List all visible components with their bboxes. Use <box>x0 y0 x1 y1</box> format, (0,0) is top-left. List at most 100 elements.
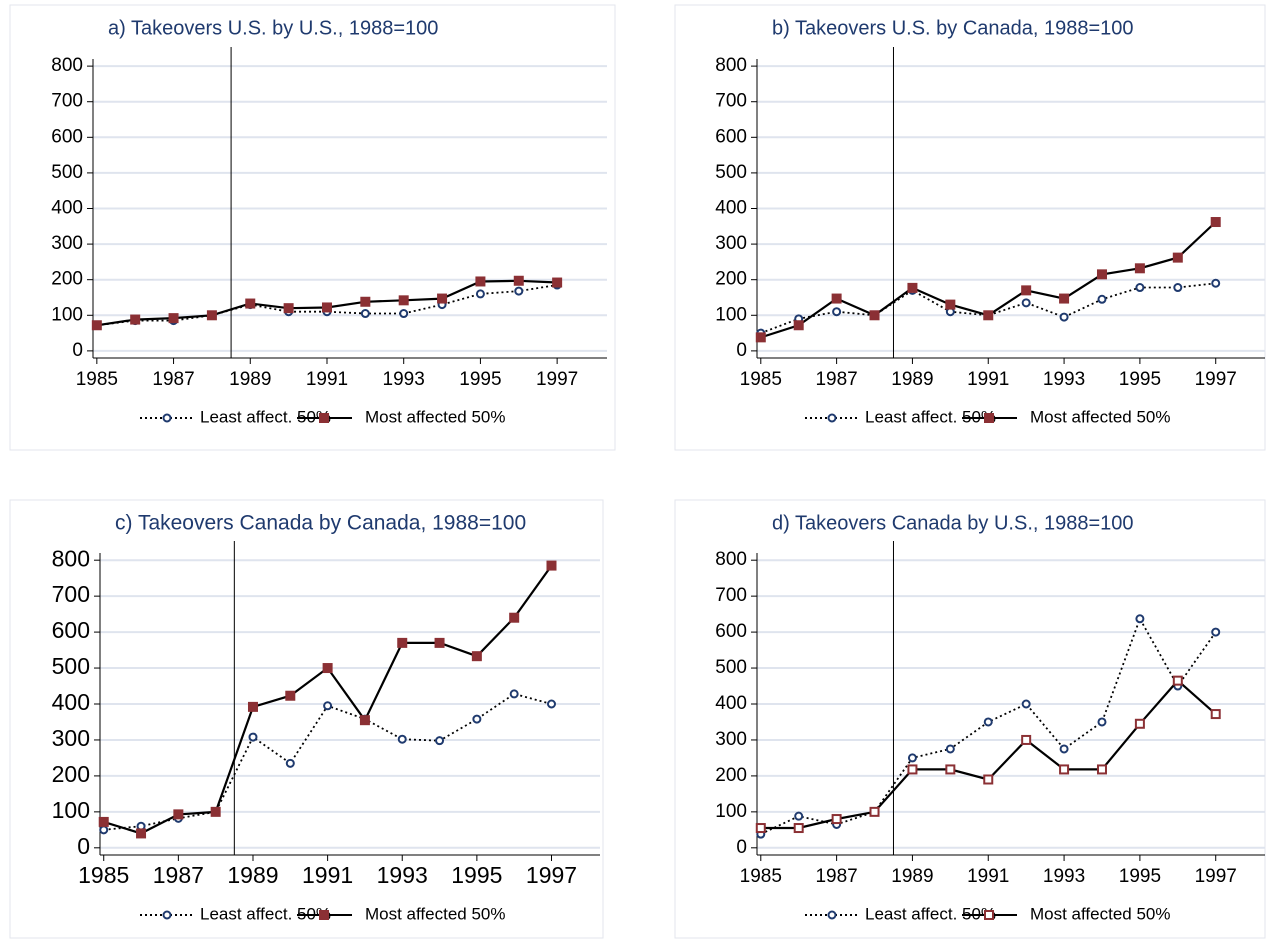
y-tick-label: 0 <box>72 340 83 361</box>
marker <box>130 314 141 325</box>
chart-title: b) Takeovers U.S. by Canada, 1988=100 <box>772 17 1134 39</box>
marker <box>945 299 956 310</box>
marker <box>437 293 448 304</box>
marker <box>1059 744 1069 754</box>
marker <box>1021 285 1032 296</box>
x-tick-label: 1997 <box>1195 369 1237 390</box>
x-tick-label: 1985 <box>740 369 782 390</box>
marker <box>755 332 766 343</box>
x-tick-label: 1993 <box>1043 866 1085 887</box>
marker <box>1172 675 1183 686</box>
x-tick-label: 1995 <box>1119 866 1161 887</box>
marker <box>984 413 994 423</box>
marker <box>1097 717 1107 727</box>
marker <box>1021 734 1032 745</box>
chart-title: c) Takeovers Canada by Canada, 1988=100 <box>115 512 526 535</box>
x-tick-label: 1991 <box>967 369 1009 390</box>
marker <box>285 690 296 701</box>
legend-label: Most affected 50% <box>1030 407 1171 426</box>
marker <box>399 309 409 319</box>
x-tick-label: 1987 <box>153 862 204 888</box>
y-tick-label: 800 <box>52 545 90 571</box>
y-tick-label: 200 <box>715 269 747 290</box>
series-line <box>760 282 1216 334</box>
marker <box>91 320 102 331</box>
marker <box>323 701 333 711</box>
marker <box>475 289 485 299</box>
marker <box>552 277 563 288</box>
y-tick-label: 400 <box>715 198 747 219</box>
x-tick-label: 1989 <box>227 862 278 888</box>
marker <box>983 774 994 785</box>
legend-label: Most affected 50% <box>365 407 506 426</box>
y-tick-label: 500 <box>715 657 747 678</box>
x-tick-label: 1997 <box>536 369 578 390</box>
marker <box>983 310 994 321</box>
marker <box>1059 312 1069 322</box>
panel: d) Takeovers Canada by U.S., 1988=100 0 10… <box>674 499 1266 939</box>
y-tick-label: 700 <box>715 91 747 112</box>
x-tick-label: 1997 <box>526 862 577 888</box>
marker <box>1172 252 1183 263</box>
chart-title: a) Takeovers U.S. by U.S., 1988=100 <box>108 17 438 39</box>
marker <box>1096 764 1107 775</box>
marker <box>827 910 837 920</box>
y-tick-label: 300 <box>715 233 747 254</box>
y-tick-label: 600 <box>52 617 90 643</box>
marker <box>360 309 370 319</box>
y-tick-label: 400 <box>51 198 83 219</box>
y-tick-label: 400 <box>52 689 90 715</box>
x-tick-label: 1991 <box>302 862 353 888</box>
marker <box>1097 294 1107 304</box>
marker <box>1021 298 1031 308</box>
y-tick-label: 700 <box>715 585 747 606</box>
marker <box>1021 699 1031 709</box>
marker <box>210 806 221 817</box>
marker <box>360 296 371 307</box>
marker <box>397 734 407 744</box>
y-tick-label: 100 <box>715 304 747 325</box>
y-tick-label: 600 <box>715 621 747 642</box>
marker <box>907 764 918 775</box>
panel-frame <box>674 499 1266 939</box>
y-tick-label: 800 <box>715 55 747 76</box>
x-tick-label: 1987 <box>815 866 857 887</box>
marker <box>945 744 955 754</box>
marker <box>514 286 524 296</box>
x-tick-label: 1995 <box>1119 369 1161 390</box>
panel: c) Takeovers Canada by Canada, 1988=100 0… <box>9 499 604 939</box>
marker <box>1211 627 1221 637</box>
y-tick-label: 300 <box>52 725 90 751</box>
marker <box>546 560 557 571</box>
marker <box>475 276 486 287</box>
marker <box>99 825 109 835</box>
x-tick-label: 1989 <box>891 866 933 887</box>
marker <box>322 663 333 674</box>
marker <box>513 275 524 286</box>
panel-frame <box>9 4 616 451</box>
y-tick-label: 500 <box>715 162 747 183</box>
x-tick-label: 1991 <box>967 866 1009 887</box>
x-tick-label: 1987 <box>815 369 857 390</box>
marker <box>248 732 258 742</box>
marker <box>283 303 294 314</box>
marker <box>907 753 917 763</box>
marker <box>983 717 993 727</box>
x-tick-label: 1989 <box>891 369 933 390</box>
x-tick-label: 1993 <box>383 369 425 390</box>
x-tick-label: 1985 <box>76 369 118 390</box>
y-tick-label: 500 <box>51 162 83 183</box>
y-tick-label: 500 <box>52 653 90 679</box>
marker <box>1135 283 1145 293</box>
x-tick-label: 1985 <box>740 866 782 887</box>
marker <box>359 715 370 726</box>
y-tick-label: 700 <box>52 581 90 607</box>
marker <box>1210 217 1221 228</box>
marker <box>1096 269 1107 280</box>
marker <box>831 814 842 825</box>
marker <box>162 910 172 920</box>
y-tick-label: 700 <box>51 91 83 112</box>
x-tick-label: 1985 <box>78 862 129 888</box>
marker <box>831 293 842 304</box>
